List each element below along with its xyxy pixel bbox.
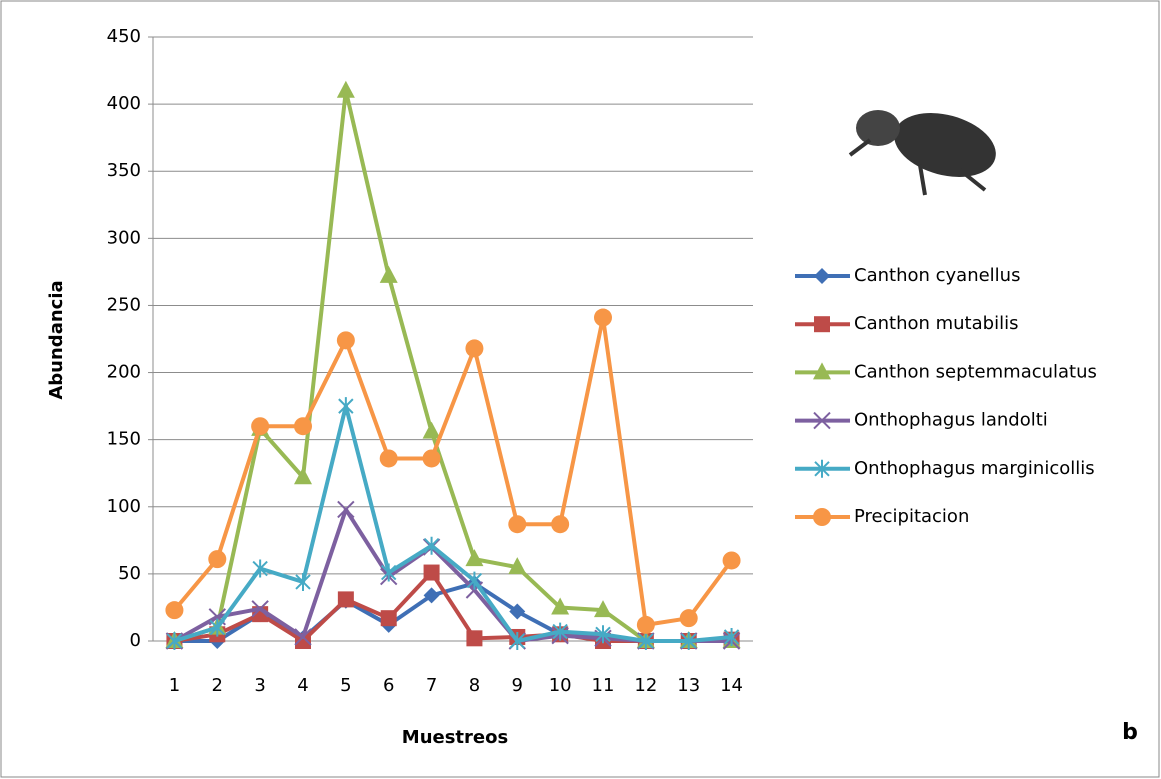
marker: [423, 587, 440, 604]
marker: [251, 600, 269, 618]
x-tick-label: 13: [677, 675, 700, 696]
y-tick-label: 0: [130, 630, 141, 651]
marker: [552, 622, 568, 641]
marker: [294, 417, 312, 436]
x-tick-label: 14: [720, 675, 743, 696]
marker: [638, 632, 654, 650]
marker: [551, 597, 570, 615]
series: [165, 308, 741, 634]
y-tick-label: 300: [107, 227, 141, 248]
x-tick-label: 7: [426, 675, 437, 696]
marker: [294, 628, 312, 646]
series: [165, 80, 741, 648]
marker: [679, 609, 698, 628]
marker: [722, 551, 741, 570]
marker: [465, 339, 484, 358]
x-tick-label: 2: [212, 675, 223, 696]
x-axis-title: Muestreos: [402, 727, 508, 748]
marker: [681, 632, 697, 650]
legend-label: Precipitacion: [854, 506, 969, 527]
marker: [814, 268, 830, 284]
marker: [209, 618, 225, 637]
x-tick-label: 10: [549, 675, 572, 696]
x-tick-label: 5: [340, 675, 351, 696]
y-tick-label: 200: [107, 362, 141, 383]
marker: [337, 591, 354, 608]
y-tick-label: 350: [107, 160, 141, 181]
marker: [423, 536, 440, 555]
y-tick-label: 400: [107, 93, 141, 114]
marker: [508, 515, 527, 534]
line: [173, 404, 732, 643]
marker: [379, 265, 398, 283]
marker: [813, 362, 831, 380]
marker: [336, 331, 355, 350]
marker: [379, 449, 398, 468]
marker: [338, 397, 354, 416]
marker: [423, 564, 440, 581]
marker: [336, 80, 355, 98]
legend-label: Canthon cyanellus: [854, 265, 1020, 286]
marker: [813, 508, 831, 526]
marker: [295, 633, 311, 649]
x-tick-label: 9: [512, 675, 523, 696]
x-tick-label: 3: [254, 675, 265, 696]
marker: [466, 571, 483, 590]
marker: [508, 557, 527, 575]
x-tick-label: 4: [297, 675, 308, 696]
y-tick-label: 150: [107, 429, 141, 450]
x-tick-label: 12: [634, 675, 657, 696]
marker: [594, 308, 612, 327]
x-tick-label: 8: [469, 675, 480, 696]
marker: [813, 411, 831, 430]
marker: [466, 630, 483, 647]
marker: [595, 625, 611, 644]
y-tick-label: 50: [118, 563, 141, 584]
marker: [294, 467, 312, 485]
marker: [636, 615, 655, 634]
marker: [337, 500, 355, 519]
line: [173, 88, 732, 643]
marker: [252, 559, 268, 578]
y-tick-label: 100: [107, 496, 141, 517]
y-tick-label: 250: [107, 294, 141, 315]
marker: [594, 600, 612, 618]
legend-label: Onthophagus landolti: [854, 410, 1048, 431]
marker: [509, 632, 525, 650]
beetle-icon: [848, 110, 996, 196]
x-tick-label: 6: [383, 675, 394, 696]
marker: [509, 603, 526, 620]
marker: [380, 610, 397, 627]
marker: [422, 421, 441, 439]
marker: [422, 449, 441, 468]
legend-label: Canthon mutabilis: [854, 313, 1018, 334]
marker: [814, 316, 830, 333]
y-tick-label: 450: [107, 26, 141, 47]
series: [166, 397, 740, 650]
marker: [208, 550, 227, 569]
marker: [381, 563, 397, 582]
marker: [814, 459, 830, 478]
legend-label: Onthophagus marginicollis: [854, 458, 1095, 479]
annotation: b: [1122, 720, 1138, 745]
marker: [251, 417, 270, 436]
marker: [166, 632, 183, 650]
y-axis-title: Abundancia: [46, 280, 67, 399]
x-tick-label: 11: [592, 675, 615, 696]
marker: [465, 549, 484, 567]
marker: [551, 515, 570, 534]
legend-label: Canthon septemmaculatus: [854, 361, 1097, 382]
marker: [723, 627, 740, 646]
x-tick-label: 1: [169, 675, 180, 696]
marker: [165, 601, 184, 620]
marker: [295, 572, 311, 591]
